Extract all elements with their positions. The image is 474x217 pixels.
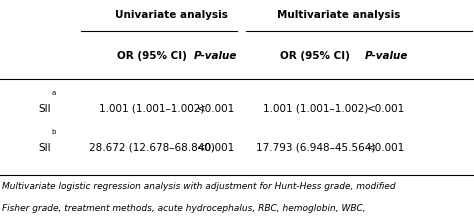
Text: <0.001: <0.001 xyxy=(197,104,235,113)
Text: <0.001: <0.001 xyxy=(367,143,405,153)
Text: SII: SII xyxy=(38,104,51,113)
Text: OR (95% CI): OR (95% CI) xyxy=(280,51,350,61)
Text: Fisher grade, treatment methods, acute hydrocephalus, RBC, hemoglobin, WBC,: Fisher grade, treatment methods, acute h… xyxy=(2,204,366,213)
Text: Multivariate analysis: Multivariate analysis xyxy=(277,10,401,20)
Text: Univariate analysis: Univariate analysis xyxy=(115,10,228,20)
Text: b: b xyxy=(51,129,55,135)
Text: OR (95% CI): OR (95% CI) xyxy=(117,51,187,61)
Text: Multivariate logistic regression analysis with adjustment for Hunt-Hess grade, m: Multivariate logistic regression analysi… xyxy=(2,182,396,191)
Text: 1.001 (1.001–1.002): 1.001 (1.001–1.002) xyxy=(263,104,368,113)
Text: a: a xyxy=(51,90,55,96)
Text: 28.672 (12.678–68.840): 28.672 (12.678–68.840) xyxy=(89,143,215,153)
Text: SII: SII xyxy=(38,143,51,153)
Text: 17.793 (6.948–45.564): 17.793 (6.948–45.564) xyxy=(255,143,375,153)
Text: 1.001 (1.001–1.002): 1.001 (1.001–1.002) xyxy=(99,104,204,113)
Text: P-value: P-value xyxy=(365,51,408,61)
Text: P-value: P-value xyxy=(194,51,237,61)
Text: <0.001: <0.001 xyxy=(197,143,235,153)
Text: <0.001: <0.001 xyxy=(367,104,405,113)
